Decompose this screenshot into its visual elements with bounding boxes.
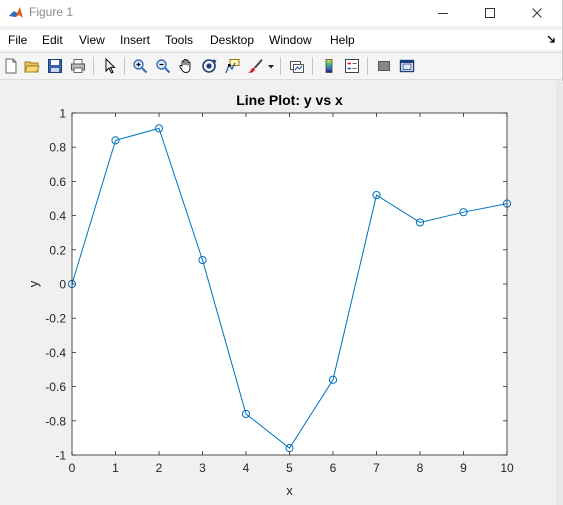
y-tick-label: -0.4 xyxy=(45,346,66,360)
menu-tools[interactable]: Tools xyxy=(165,33,194,47)
figure-toolbar xyxy=(0,52,562,80)
data-point-marker[interactable] xyxy=(285,444,294,453)
brush-dropdown-icon[interactable] xyxy=(268,65,274,69)
x-tick-label: 9 xyxy=(460,461,467,475)
data-point-marker[interactable] xyxy=(154,124,164,133)
link-plot-icon xyxy=(290,61,304,73)
menu-edit[interactable]: Edit xyxy=(42,33,63,47)
toolbar-separator xyxy=(367,57,368,75)
x-tick-label: 6 xyxy=(330,461,337,475)
window-edge xyxy=(556,81,563,505)
menu-file[interactable]: File xyxy=(8,33,28,47)
x-tick-label: 10 xyxy=(500,461,514,475)
hide-plot-tools-button[interactable] xyxy=(374,56,394,76)
data-point-marker[interactable] xyxy=(372,190,381,200)
save-button[interactable] xyxy=(45,56,65,76)
insert-legend-button[interactable] xyxy=(342,56,362,76)
link-plot-button[interactable] xyxy=(287,56,307,76)
zoom-out-icon xyxy=(156,59,171,74)
y-tick-label: -0.8 xyxy=(45,414,66,428)
data-point-marker[interactable] xyxy=(415,218,425,227)
zoom-in-icon xyxy=(133,59,148,74)
print-button[interactable] xyxy=(68,56,88,76)
rotate-3d-icon xyxy=(202,59,217,73)
maximize-icon xyxy=(485,8,495,18)
chart-title: Line Plot: y vs x xyxy=(236,92,343,108)
x-tick-label: 0 xyxy=(69,461,76,475)
figure-canvas: Line Plot: y vs x -1 -0.8 -0.6 -0.4 -0.2 0 0.2… xyxy=(0,81,556,505)
show-plot-tools-icon xyxy=(399,59,415,73)
x-tick-label: 1 xyxy=(112,461,119,475)
series-line xyxy=(71,127,508,449)
maximize-button[interactable] xyxy=(467,0,513,26)
line-plot[interactable]: Line Plot: y vs x -1 -0.8 -0.6 -0.4 -0.2 0 0.2… xyxy=(0,81,556,505)
zoom-in-button[interactable] xyxy=(130,56,150,76)
open-file-icon xyxy=(24,61,40,73)
axes-box xyxy=(71,112,508,456)
minimize-icon xyxy=(438,13,448,14)
menu-window[interactable]: Window xyxy=(269,33,312,47)
zoom-out-button[interactable] xyxy=(153,56,173,76)
x-tick-label: 7 xyxy=(373,461,380,475)
data-point-marker[interactable] xyxy=(241,409,251,419)
rotate-3d-button[interactable] xyxy=(199,56,219,76)
insert-colorbar-button[interactable] xyxy=(319,56,339,76)
new-figure-icon xyxy=(5,58,17,74)
pointer-icon xyxy=(105,58,116,74)
edit-plot-button[interactable] xyxy=(100,56,120,76)
y-tick-label: 0.2 xyxy=(49,243,66,257)
x-tick-label: 5 xyxy=(286,461,293,475)
axes-background xyxy=(72,113,507,455)
menu-desktop[interactable]: Desktop xyxy=(210,33,255,47)
x-tick-label: 4 xyxy=(243,461,250,475)
data-point-marker[interactable] xyxy=(198,255,207,265)
hide-plot-tools-icon xyxy=(378,61,390,71)
y-tick-label: -0.2 xyxy=(45,312,66,326)
x-tick-label: 8 xyxy=(417,461,424,475)
close-button[interactable] xyxy=(514,0,560,26)
dock-figure-icon[interactable] xyxy=(547,35,556,44)
y-tick-label: 0 xyxy=(59,278,66,292)
data-cursor-icon xyxy=(225,59,240,74)
colorbar-icon xyxy=(325,59,333,73)
y-tick-label: 1 xyxy=(59,107,66,121)
toolbar-separator xyxy=(93,57,94,75)
menu-view[interactable]: View xyxy=(79,33,105,47)
new-figure-button[interactable] xyxy=(1,56,21,76)
x-axis-label: x xyxy=(286,483,293,498)
x-tick-label: 2 xyxy=(156,461,163,475)
toolbar-separator xyxy=(124,57,125,75)
open-file-button[interactable] xyxy=(22,56,42,76)
save-icon xyxy=(48,59,62,73)
x-tick-label: 3 xyxy=(199,461,206,475)
toolbar-separator xyxy=(280,57,281,75)
menu-bar: File Edit View Insert Tools Desktop Wind… xyxy=(0,30,562,50)
pan-icon xyxy=(179,59,191,73)
y-axis-label: y xyxy=(26,280,41,287)
close-icon xyxy=(532,8,542,18)
toolbar-separator xyxy=(312,57,313,75)
data-point-marker[interactable] xyxy=(111,136,120,145)
y-tick-label: 0.8 xyxy=(49,141,66,155)
y-tick-label: 0.4 xyxy=(49,209,66,223)
data-point-marker[interactable] xyxy=(459,208,468,217)
brush-button[interactable] xyxy=(245,56,265,76)
show-plot-tools-button[interactable] xyxy=(397,56,417,76)
y-tick-label: 0.6 xyxy=(49,175,66,189)
legend-icon xyxy=(345,59,359,73)
title-bar[interactable]: Figure 1 xyxy=(0,0,562,26)
data-point-marker[interactable] xyxy=(328,375,338,384)
print-icon xyxy=(71,59,85,73)
brush-icon xyxy=(248,58,263,73)
minimize-button[interactable] xyxy=(420,0,466,26)
y-tick-label: -0.6 xyxy=(45,380,66,394)
menu-help[interactable]: Help xyxy=(330,33,355,47)
menu-insert[interactable]: Insert xyxy=(120,33,151,47)
window-title: Figure 1 xyxy=(29,5,74,19)
y-tick-label: -1 xyxy=(55,449,66,463)
matlab-logo-icon xyxy=(9,7,23,18)
pan-button[interactable] xyxy=(176,56,196,76)
data-cursor-button[interactable] xyxy=(222,56,242,76)
